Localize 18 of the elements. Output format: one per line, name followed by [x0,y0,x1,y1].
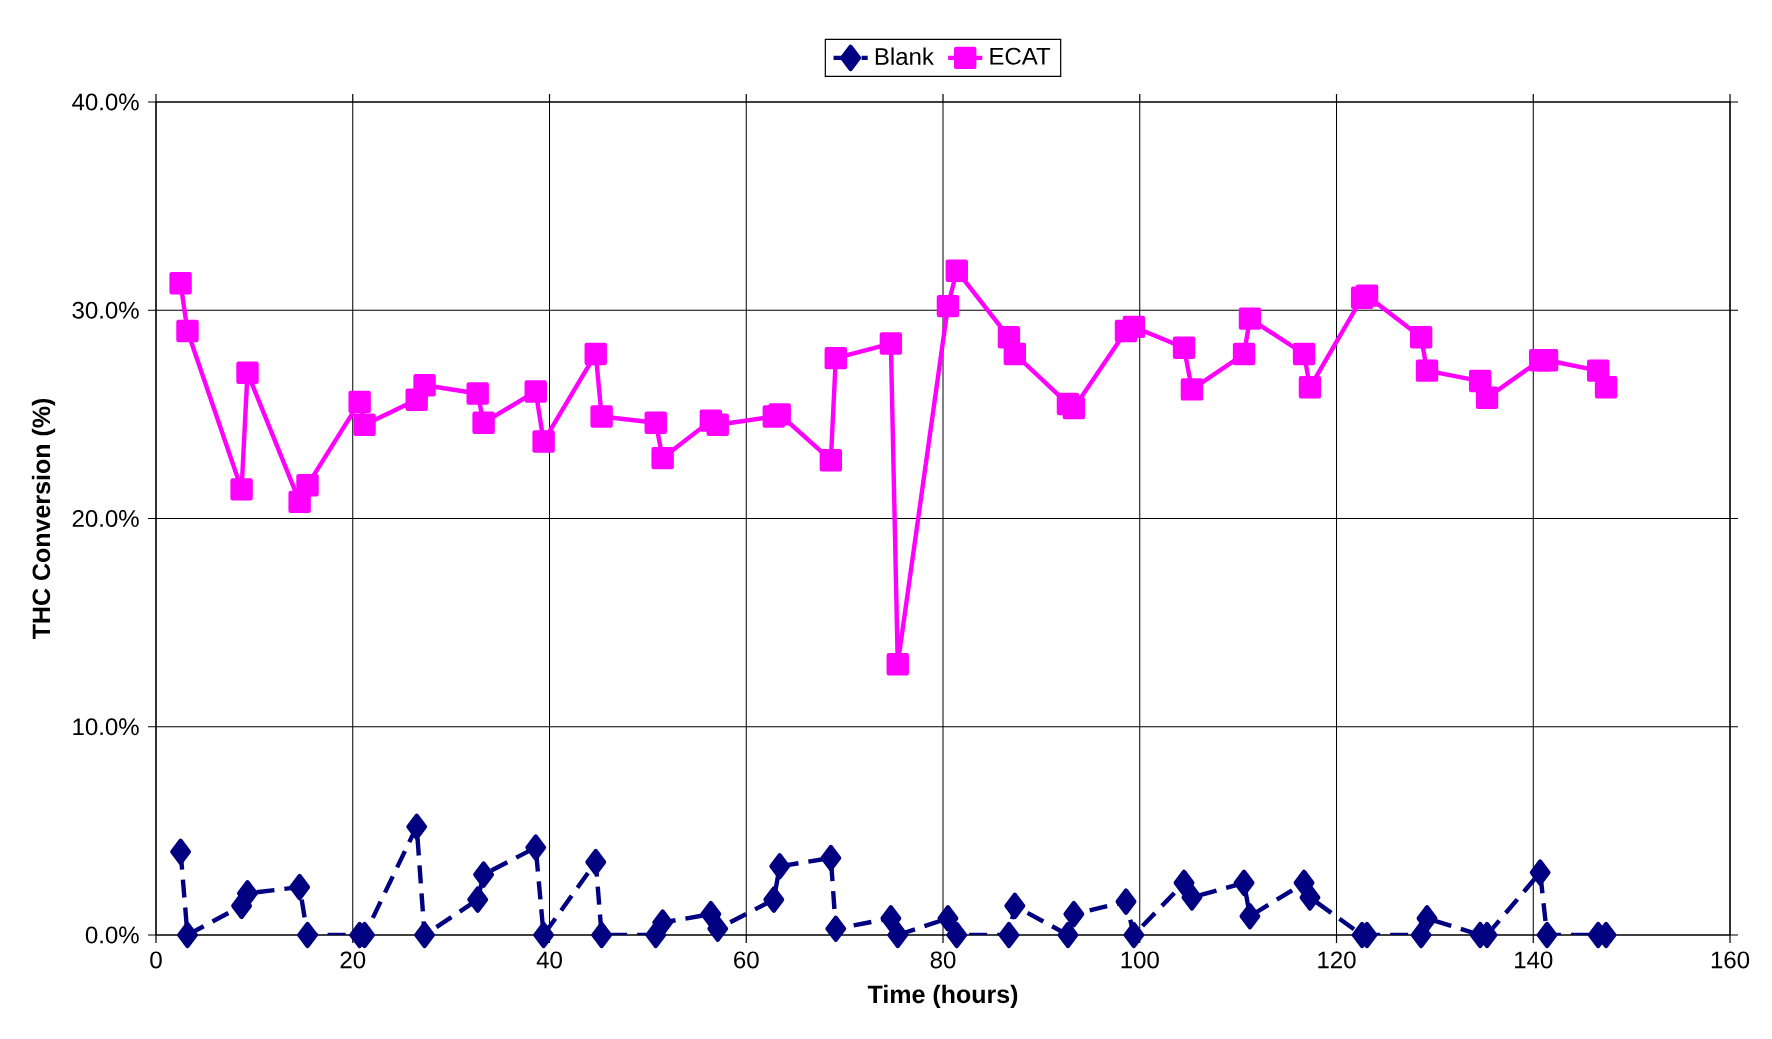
legend-label: ECAT [990,47,1051,65]
x-tick-label: 100 [1121,951,1159,969]
y-tick-label: 30.0% [72,301,139,319]
x-tick-label: 20 [340,951,366,969]
y-tick-label: 10.0% [73,718,139,736]
legend-label: Blank [875,47,934,66]
x-tick-label: 0 [150,951,162,969]
y-tick-label: 20.0% [72,510,139,527]
x-tick-label: 40 [536,951,562,969]
y-tick-label: 0.0% [85,926,139,944]
x-axis-title: Time (hours) [867,984,1018,1009]
x-tick-label: 120 [1318,951,1356,969]
y-axis-title: THC Conversion (%) [31,398,56,640]
x-tick-label: 160 [1711,951,1750,969]
x-tick-label: 60 [734,951,759,969]
x-tick-label: 140 [1515,951,1553,969]
y-tick-label: 40.0% [72,93,139,111]
x-tick-label: 80 [930,951,956,969]
